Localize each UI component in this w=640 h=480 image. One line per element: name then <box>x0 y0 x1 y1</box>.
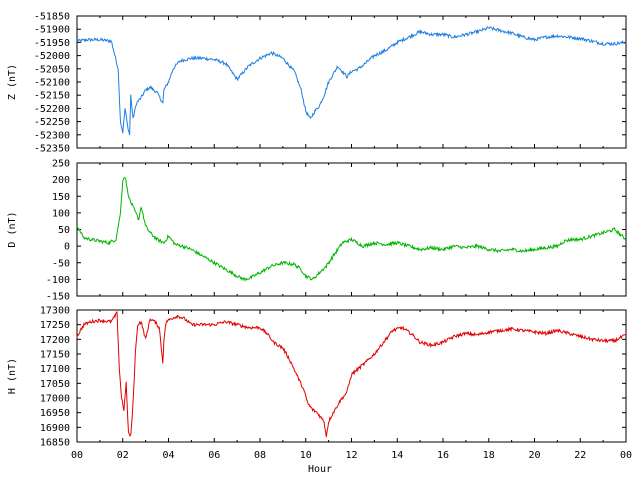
x-tick-label: 00 <box>620 450 632 461</box>
panel-0: -51850 -51900 -51950 -52000 -52050 -52100 -521… <box>7 12 627 155</box>
y-tick-label: 0 <box>64 242 70 253</box>
y-tick-label: -52300 <box>34 130 70 141</box>
y-tick-label: 17050 <box>40 379 70 390</box>
x-tick-label: 04 <box>162 450 174 461</box>
x-axis-label: Hour <box>308 464 332 475</box>
y-tick-label: 17150 <box>40 350 70 361</box>
x-tick-label: 08 <box>254 450 266 461</box>
chart-panels: -51850 -51900 -51950 -52000 -52050 -52100 -521… <box>7 12 627 449</box>
y-tick-label: -52150 <box>34 91 70 102</box>
x-tick-label: 16 <box>437 450 449 461</box>
x-axis: 00 02 04 06 08 10 12 14 16 18 20 22 00 <box>71 450 632 461</box>
panel-frame <box>76 162 627 297</box>
y-tick-label: -52350 <box>34 144 70 155</box>
x-tick-label: 22 <box>574 450 586 461</box>
x-tick-label: 14 <box>391 450 403 461</box>
series-line-1-0 <box>76 176 627 282</box>
x-tick-label: 06 <box>208 450 220 461</box>
x-tick-label: 10 <box>300 450 312 461</box>
y-tick-label: 200 <box>52 175 70 186</box>
y-tick-label: 17000 <box>40 394 70 405</box>
series-line-0-0 <box>76 25 627 136</box>
x-tick-label: 00 <box>71 450 83 461</box>
y-tick-label: -52000 <box>34 51 70 62</box>
y-tick-label: 16900 <box>40 423 70 434</box>
y-tick-label: 17250 <box>40 320 70 331</box>
y-tick-label: -52250 <box>34 117 70 128</box>
y-tick-label: 50 <box>58 225 70 236</box>
y-axis-label: Z (nT) <box>7 64 18 100</box>
y-tick-label: -100 <box>46 275 70 286</box>
y-tick-label: 17300 <box>40 306 70 317</box>
y-tick-label: -51900 <box>34 25 70 36</box>
panel-2: 17300 17250 17200 17150 17100 17050 17000 16950… <box>7 306 627 449</box>
y-tick-label: -52100 <box>34 78 70 89</box>
x-tick-label: 18 <box>483 450 495 461</box>
x-tick-label: 12 <box>345 450 357 461</box>
y-tick-label: 150 <box>52 192 70 203</box>
y-axis-label: D (nT) <box>7 211 18 247</box>
series-line-2-0 <box>76 311 627 438</box>
x-tick-label: 02 <box>117 450 129 461</box>
y-tick-label: 16850 <box>40 438 70 449</box>
y-tick-label: -51950 <box>34 38 70 49</box>
y-tick-label: 16950 <box>40 408 70 419</box>
y-tick-label: 100 <box>52 208 70 219</box>
y-tick-label: -150 <box>46 292 70 303</box>
y-tick-label: -52200 <box>34 104 70 115</box>
y-tick-label: 17200 <box>40 335 70 346</box>
panel-frame <box>76 15 627 149</box>
y-tick-label: 250 <box>52 159 70 170</box>
y-tick-label: -52050 <box>34 64 70 75</box>
y-tick-label: -51850 <box>34 12 70 23</box>
y-tick-label: -50 <box>52 258 70 269</box>
x-tick-label: 20 <box>528 450 540 461</box>
y-tick-label: 17100 <box>40 364 70 375</box>
y-axis-label: H (nT) <box>7 358 18 394</box>
panel-1: 250 200 150 100 50 0 -50 -100 -150 D (nT) <box>7 159 627 303</box>
